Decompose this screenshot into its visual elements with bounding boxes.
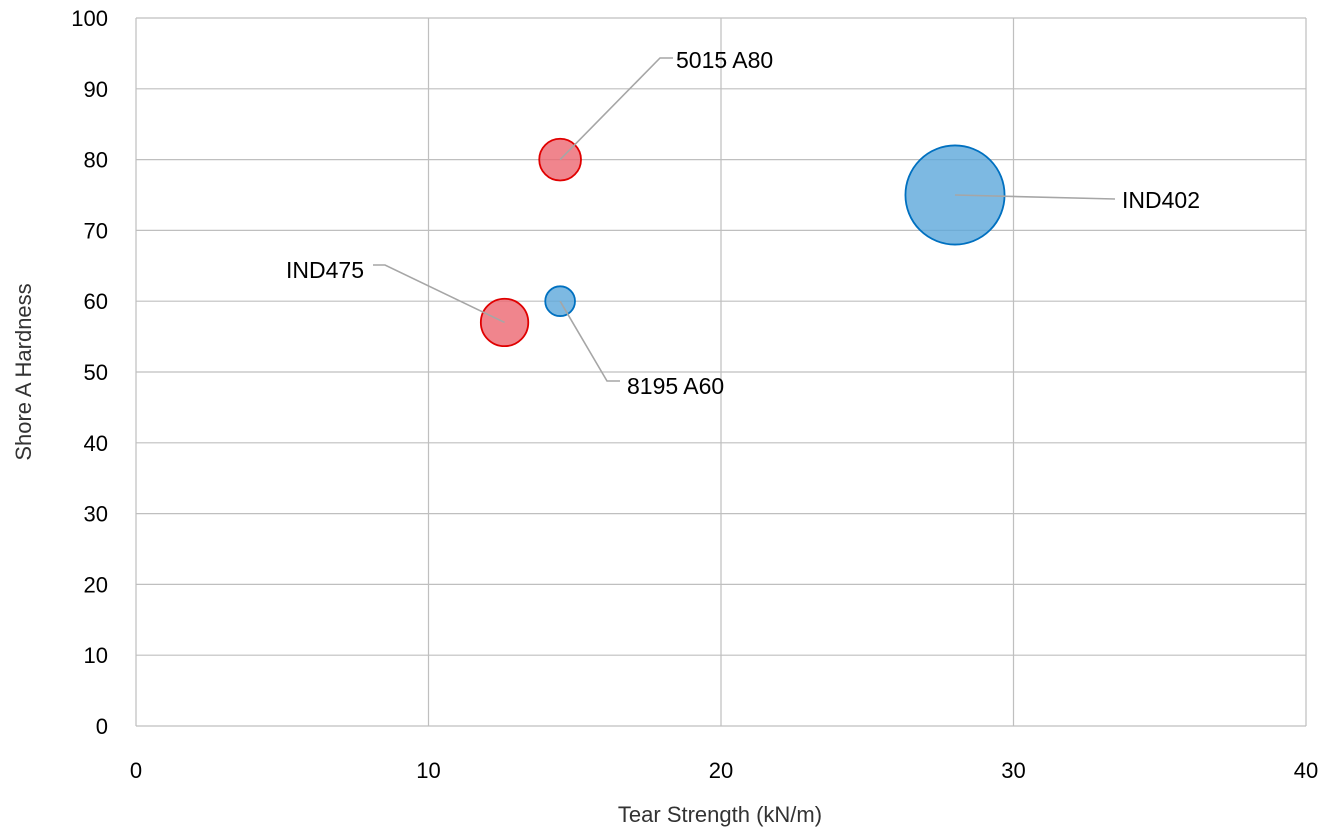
data-labels: IND402 8195 A60 5015 A80 IND475 bbox=[286, 47, 1200, 399]
data-label: 8195 A60 bbox=[627, 373, 724, 399]
leader-line bbox=[373, 264, 505, 324]
x-tick-label: 10 bbox=[416, 758, 440, 783]
bubbles bbox=[479, 137, 1006, 348]
data-label: 5015 A80 bbox=[676, 47, 773, 73]
x-tick-label: 0 bbox=[130, 758, 142, 783]
grid bbox=[135, 17, 1307, 727]
x-tick-label: 20 bbox=[709, 758, 733, 783]
leader-lines bbox=[373, 57, 1116, 382]
leader-line bbox=[559, 300, 620, 382]
data-label: IND475 bbox=[286, 257, 364, 283]
leader-line bbox=[954, 194, 1116, 200]
y-tick-label: 20 bbox=[84, 572, 108, 597]
y-tick-label: 60 bbox=[84, 289, 108, 314]
y-tick-label: 50 bbox=[84, 360, 108, 385]
y-tick-label: 70 bbox=[84, 218, 108, 243]
data-label: IND402 bbox=[1122, 187, 1200, 213]
x-axis-title: Tear Strength (kN/m) bbox=[618, 802, 822, 827]
y-tick-label: 40 bbox=[84, 431, 108, 456]
leader-line bbox=[559, 57, 673, 161]
y-tick-label: 30 bbox=[84, 502, 108, 527]
y-tick-label: 10 bbox=[84, 643, 108, 668]
x-tick-label: 30 bbox=[1001, 758, 1025, 783]
y-tick-label: 90 bbox=[84, 77, 108, 102]
y-tick-label: 100 bbox=[71, 6, 108, 31]
y-tick-label: 80 bbox=[84, 148, 108, 173]
x-tick-label: 40 bbox=[1294, 758, 1318, 783]
x-tick-labels: 0 10 20 30 40 bbox=[130, 758, 1318, 783]
y-tick-label: 0 bbox=[96, 714, 108, 739]
y-tick-labels: 0 10 20 30 40 50 60 70 80 90 100 bbox=[71, 6, 108, 739]
y-axis-title: Shore A Hardness bbox=[11, 283, 36, 460]
